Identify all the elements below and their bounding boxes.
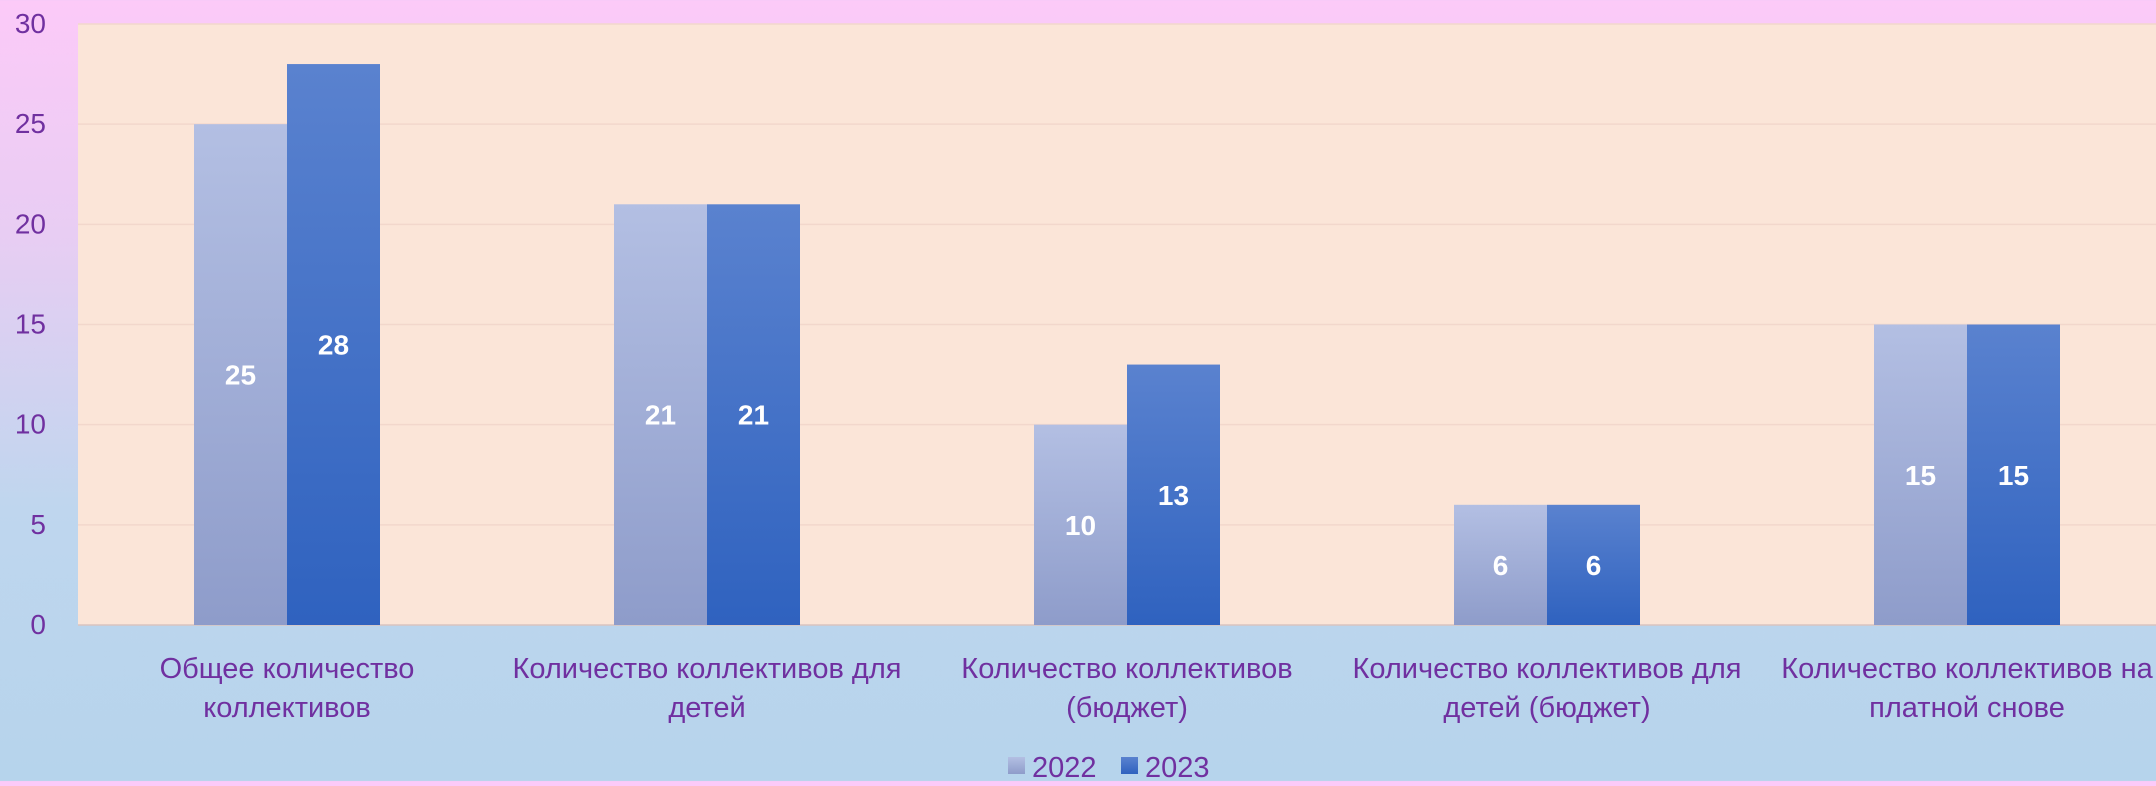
x-tick-label: Количество коллективов (бюджет) <box>961 653 1292 724</box>
legend-label-2022: 2022 <box>1032 752 1097 781</box>
bar-2022-0 <box>194 124 287 626</box>
data-label-2023-4: 15 <box>1998 460 2029 491</box>
data-label-2022-1: 21 <box>645 400 676 431</box>
legend: 2022 2023 <box>1008 752 1210 784</box>
bar-2023-2 <box>1127 364 1220 625</box>
y-tick-label: 30 <box>15 8 46 39</box>
data-label-2023-2: 13 <box>1158 480 1189 511</box>
data-label-2022-0: 25 <box>225 360 256 391</box>
x-tick-label-line: Общее количество <box>160 653 415 685</box>
legend-swatch-2023 <box>1121 757 1138 774</box>
x-tick-label-line: Количество коллективов для <box>1353 653 1742 685</box>
y-tick-label: 20 <box>15 208 46 239</box>
x-tick-label-line: платной снове <box>1869 692 2065 724</box>
bar-2023-0 <box>287 64 380 626</box>
legend-swatch-2022 <box>1008 757 1025 774</box>
bar-2023-1 <box>707 204 800 626</box>
data-label-2023-3: 6 <box>1586 550 1602 581</box>
y-tick-label: 15 <box>15 309 46 340</box>
x-tick-label-line: детей (бюджет) <box>1443 692 1650 724</box>
bar-2022-2 <box>1034 424 1127 625</box>
x-axis: Общее количество коллективов Количество ко… <box>160 653 2154 724</box>
data-label-2022-4: 15 <box>1905 460 1936 491</box>
data-label-2022-3: 6 <box>1493 550 1509 581</box>
data-labels: 25 28 21 21 10 13 6 6 15 15 <box>225 330 2029 581</box>
x-tick-label: Количество коллективов на платной снове <box>1781 653 2153 724</box>
x-tick-label-line: Количество коллективов на <box>1781 653 2153 685</box>
y-axis: 0 5 10 15 20 25 30 <box>15 8 46 640</box>
y-tick-label: 5 <box>30 509 46 540</box>
bar-2022-1 <box>614 204 707 626</box>
data-label-2023-1: 21 <box>738 400 769 431</box>
bar-2023-3 <box>1547 504 1640 625</box>
x-tick-label: Общее количество коллективов <box>160 653 415 724</box>
bars <box>194 64 2060 626</box>
legend-label-2023: 2023 <box>1145 752 1210 781</box>
x-tick-label: Количество коллективов для детей (бюджет) <box>1353 653 1742 724</box>
x-tick-label-line: Количество коллективов <box>961 653 1292 685</box>
data-label-2022-2: 10 <box>1065 510 1096 541</box>
x-tick-label-line: коллективов <box>203 692 371 724</box>
x-tick-label: Количество коллективов для детей <box>513 653 902 724</box>
y-tick-label: 10 <box>15 409 46 440</box>
y-tick-label: 25 <box>15 108 46 139</box>
bar-2023-4 <box>1967 324 2060 625</box>
x-tick-label-line: Количество коллективов для <box>513 653 902 685</box>
bar-2022-3 <box>1454 504 1547 625</box>
x-tick-label-line: (бюджет) <box>1066 692 1188 724</box>
x-tick-label-line: детей <box>668 692 745 724</box>
data-label-2023-0: 28 <box>318 330 349 361</box>
bar-2022-4 <box>1874 324 1967 625</box>
y-tick-label: 0 <box>30 609 46 640</box>
